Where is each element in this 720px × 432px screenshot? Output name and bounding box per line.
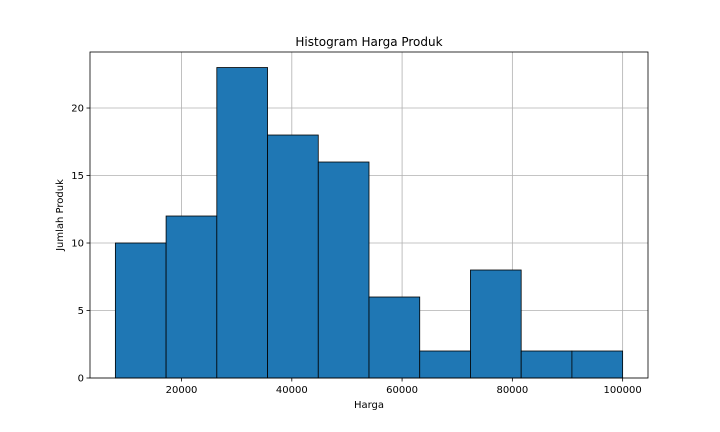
y-tick-label: 10 (71, 239, 84, 250)
x-tick-label: 60000 (386, 385, 418, 396)
histogram-bar-6 (368, 296, 421, 379)
y-tick-label: 15 (71, 171, 84, 182)
histogram-bar-10 (571, 350, 624, 379)
histogram-bar-8 (470, 269, 522, 379)
axis-ticks: 20000 40000 60000 80000 100000 0 5 10 15 20 (71, 104, 641, 396)
x-tick-label: 40000 (276, 385, 308, 396)
histogram-bar-9 (520, 350, 573, 379)
histogram-bars (114, 67, 624, 379)
histogram-bar-1 (114, 242, 167, 379)
y-tick-label: 0 (78, 374, 84, 385)
x-tick-label: 20000 (166, 385, 198, 396)
x-axis-label: Harga (354, 400, 384, 411)
chart-title: Histogram Harga Produk (295, 35, 442, 49)
x-tick-label: 100000 (604, 385, 642, 396)
histogram-bar-5 (317, 161, 370, 379)
y-tick-label: 20 (71, 104, 84, 115)
x-tick-label: 80000 (496, 385, 528, 396)
histogram-bar-2 (165, 215, 218, 379)
y-axis-label: Jumlah Produk (55, 179, 66, 252)
histogram-bar-7 (419, 350, 471, 379)
plot-frame (89, 51, 649, 379)
histogram-bar-3 (216, 67, 268, 379)
histogram-bar-4 (267, 134, 319, 379)
y-tick-label: 5 (78, 306, 84, 317)
